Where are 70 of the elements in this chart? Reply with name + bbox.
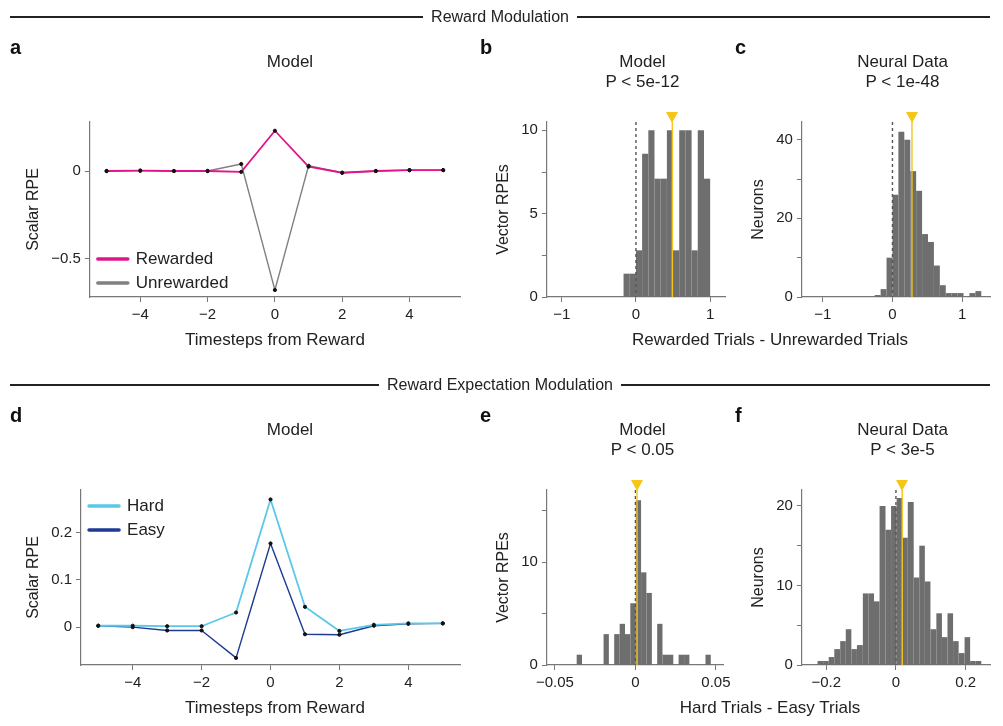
x-tick-label: 0 — [891, 673, 901, 691]
x-tick-label: 0.2 — [955, 673, 977, 691]
x-tick-label: −0.05 — [535, 673, 574, 691]
chart-title: Neural Data — [856, 420, 949, 440]
chart-subtitle: P < 1e-48 — [864, 72, 941, 92]
y-tick-label: 10 — [521, 120, 538, 138]
y-axis-title: Vector RPEs — [494, 164, 512, 255]
x-tick-label: 0 — [631, 305, 641, 323]
legend-label: Easy — [127, 519, 166, 539]
y-tick-label: 0 — [63, 617, 73, 635]
x-tick-label: 0 — [266, 673, 275, 691]
x-tick-label: 0 — [631, 673, 640, 691]
x-tick-label: 1 — [957, 305, 967, 323]
x-tick-label: 0.05 — [701, 673, 731, 691]
x-tick-label: −2 — [193, 673, 211, 691]
x-tick-label: 4 — [404, 673, 413, 691]
chart-subtitle: P < 3e-5 — [869, 440, 936, 460]
x-tick-label: −0.2 — [811, 673, 842, 691]
x-tick-label: 0 — [888, 305, 897, 323]
chart-subtitle: P < 0.05 — [609, 440, 676, 460]
x-tick-label: 2 — [338, 305, 347, 323]
y-tick-label: 20 — [776, 496, 793, 514]
y-tick-label: 20 — [776, 208, 793, 226]
legend-label: Unrewarded — [135, 272, 229, 292]
text: f — [735, 404, 742, 427]
text: a — [10, 36, 22, 59]
x-tick-label: 2 — [335, 673, 344, 691]
y-axis-title: Neurons — [749, 547, 767, 608]
x-tick-label: −1 — [814, 305, 832, 323]
y-tick-label: 10 — [521, 552, 538, 570]
chart-title: Model — [618, 420, 667, 440]
legend-label: Hard — [127, 495, 164, 515]
x-tick-label: 0 — [270, 305, 280, 323]
y-tick-label: 0.1 — [51, 570, 73, 588]
y-axis-title: Scalar RPE — [24, 168, 42, 251]
text: e — [480, 404, 492, 427]
x-axis-title: Hard Trials - Easy Trials — [678, 698, 862, 718]
y-tick-label: −0.5 — [51, 248, 81, 266]
y-axis-title: Neurons — [749, 179, 767, 240]
y-tick-label: 40 — [776, 129, 793, 147]
x-axis-title: Timesteps from Reward — [184, 698, 366, 718]
text: d — [10, 404, 23, 427]
y-tick-label: 0.2 — [51, 522, 73, 540]
y-tick-label: 10 — [776, 575, 793, 593]
x-tick-label: −4 — [131, 305, 149, 323]
y-axis-title: Scalar RPE — [24, 536, 42, 619]
x-axis-title: Rewarded Trials - Unrewarded Trials — [631, 330, 909, 350]
text: Reward Modulation — [430, 8, 570, 26]
chart-title: Model — [618, 52, 667, 72]
text: c — [735, 36, 747, 59]
text: Reward Expectation Modulation — [386, 376, 614, 394]
x-tick-label: −2 — [199, 305, 217, 323]
text: b — [480, 36, 493, 59]
y-tick-label: 0 — [72, 161, 81, 179]
x-tick-label: 1 — [705, 305, 715, 323]
chart-title: Model — [265, 52, 315, 72]
x-tick-label: −1 — [553, 305, 571, 323]
y-tick-label: 0 — [784, 287, 793, 305]
chart-title: Model — [265, 420, 315, 440]
y-tick-label: 0 — [529, 287, 538, 305]
y-tick-label: 5 — [529, 203, 538, 221]
legend-label: Rewarded — [135, 248, 214, 268]
chart-title: Neural Data — [856, 52, 949, 72]
y-axis-title: Vector RPEs — [494, 532, 512, 623]
x-axis-title: Timesteps from Reward — [184, 330, 366, 350]
chart-subtitle: P < 5e-12 — [604, 72, 681, 92]
y-tick-label: 0 — [529, 655, 538, 673]
x-tick-label: −4 — [124, 673, 142, 691]
x-tick-label: 4 — [405, 305, 414, 323]
y-tick-label: 0 — [784, 655, 793, 673]
